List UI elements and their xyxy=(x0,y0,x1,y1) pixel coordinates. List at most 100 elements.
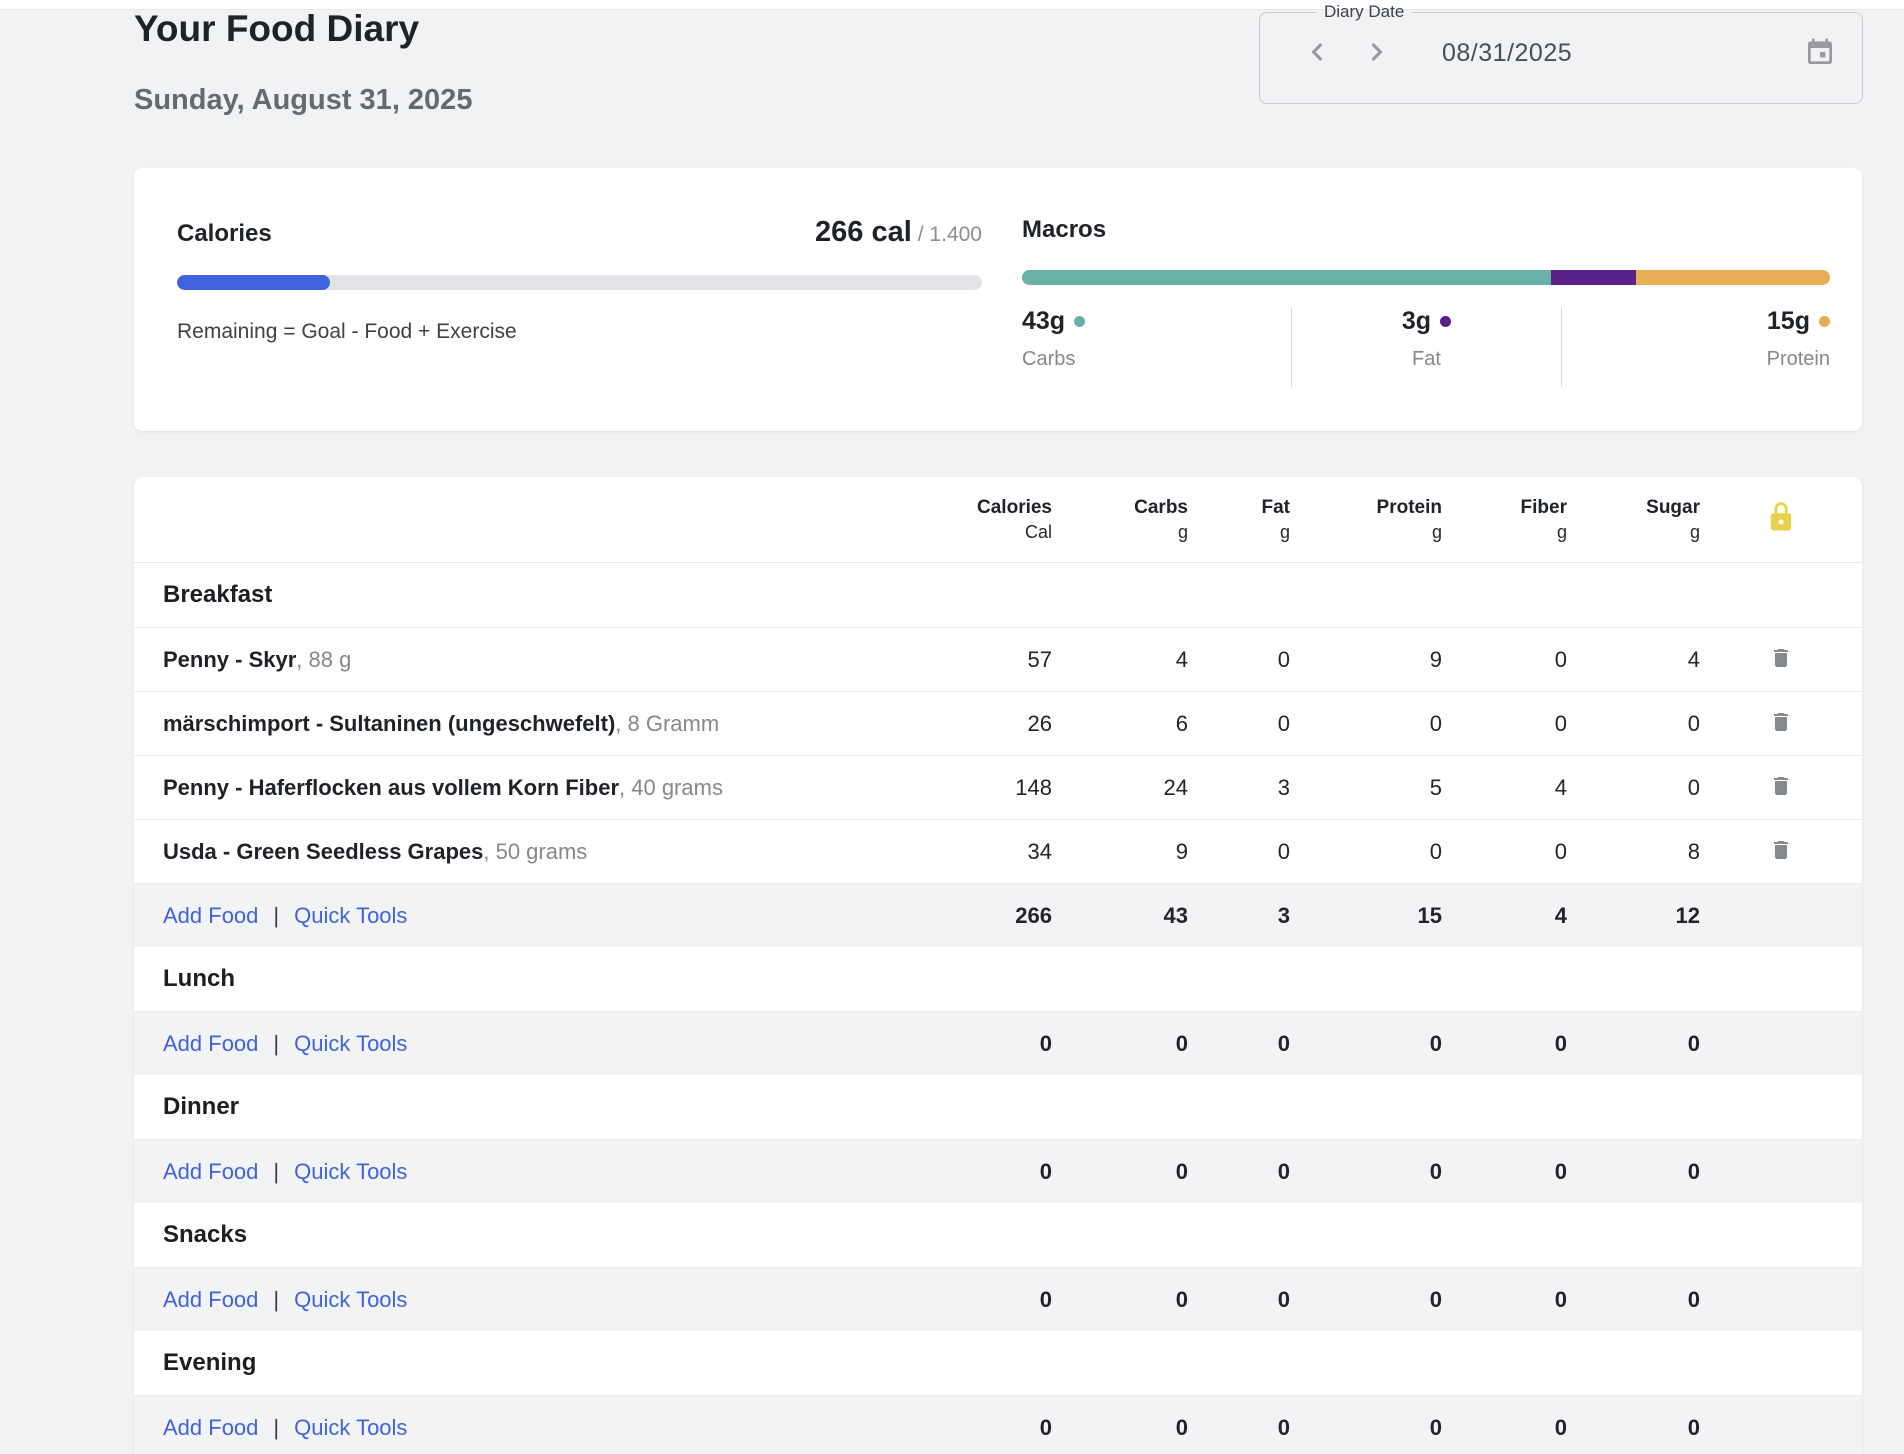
quick-tools-link[interactable]: Quick Tools xyxy=(294,902,408,928)
total-fat: 3 xyxy=(1277,902,1290,928)
cell-protein: 5 xyxy=(1429,774,1442,800)
open-calendar-button[interactable] xyxy=(1804,36,1836,71)
calendar-icon xyxy=(1804,38,1836,71)
quick-tools-link[interactable]: Quick Tools xyxy=(294,1286,408,1312)
cell-fat: 0 xyxy=(1277,838,1290,864)
total-calories: 0 xyxy=(1039,1158,1052,1184)
cell-protein: 0 xyxy=(1429,710,1442,736)
food-row-sultaninen[interactable]: märschimport - Sultaninen (ungeschwefelt… xyxy=(134,691,1862,755)
total-carbs: 43 xyxy=(1163,902,1188,928)
cell-protein: 9 xyxy=(1429,646,1442,672)
total-fiber: 0 xyxy=(1554,1030,1567,1056)
lock-icon xyxy=(1766,501,1796,538)
link-separator: | xyxy=(273,902,280,928)
cell-carbs: 24 xyxy=(1163,774,1188,800)
previous-day-button[interactable] xyxy=(1300,36,1334,70)
carbs-stat: 43g Carbs xyxy=(1022,307,1291,387)
snacks-totals-row: Add Food | Quick Tools 0 0 0 0 0 0 xyxy=(134,1267,1862,1331)
total-fiber: 0 xyxy=(1554,1414,1567,1440)
food-portion: , 50 grams xyxy=(483,838,588,864)
total-carbs: 0 xyxy=(1175,1286,1188,1312)
carbs-bar-segment xyxy=(1022,270,1552,285)
cell-fiber: 0 xyxy=(1554,646,1567,672)
total-protein: 0 xyxy=(1429,1286,1442,1312)
protein-value: 15g xyxy=(1766,307,1810,335)
add-food-link[interactable]: Add Food xyxy=(163,1414,259,1440)
total-carbs: 0 xyxy=(1175,1414,1188,1440)
column-header-protein: Protein g xyxy=(1376,496,1442,543)
cell-sugar: 8 xyxy=(1687,838,1700,864)
food-name[interactable]: Usda - Green Seedless Grapes xyxy=(163,838,484,864)
add-food-link[interactable]: Add Food xyxy=(163,902,259,928)
meal-section-breakfast: Breakfast xyxy=(163,581,273,608)
calories-consumed: 266 cal xyxy=(815,216,912,248)
total-protein: 0 xyxy=(1429,1030,1442,1056)
trash-icon xyxy=(1769,837,1793,866)
lock-columns-button[interactable] xyxy=(1700,501,1862,538)
food-portion: , 40 grams xyxy=(619,774,723,800)
next-day-button[interactable] xyxy=(1360,36,1394,70)
calories-note: Remaining = Goal - Food + Exercise xyxy=(177,320,517,343)
evening-totals-row: Add Food | Quick Tools 0 0 0 0 0 0 xyxy=(134,1395,1862,1454)
add-food-link[interactable]: Add Food xyxy=(163,1286,259,1312)
column-header-fiber: Fiber g xyxy=(1520,496,1567,543)
quick-tools-link[interactable]: Quick Tools xyxy=(294,1158,408,1184)
cell-fat: 0 xyxy=(1277,646,1290,672)
chevron-left-icon xyxy=(1303,38,1331,69)
macros-heading: Macros xyxy=(1022,216,1107,243)
total-protein: 0 xyxy=(1429,1414,1442,1440)
meal-section-snacks: Snacks xyxy=(163,1221,248,1248)
food-row-haferflocken[interactable]: Penny - Haferflocken aus vollem Korn Fib… xyxy=(134,755,1862,819)
food-row-skyr[interactable]: Penny - Skyr, 88 g 57 4 0 9 0 4 xyxy=(134,627,1862,691)
cell-sugar: 4 xyxy=(1687,646,1700,672)
add-food-link[interactable]: Add Food xyxy=(163,1158,259,1184)
link-separator: | xyxy=(273,1414,280,1440)
cell-fiber: 0 xyxy=(1554,838,1567,864)
diary-date-label: Diary Date xyxy=(1324,2,1405,21)
total-sugar: 0 xyxy=(1687,1414,1700,1440)
food-name[interactable]: Penny - Haferflocken aus vollem Korn Fib… xyxy=(163,774,620,800)
macros-bar xyxy=(1022,270,1830,285)
total-carbs: 0 xyxy=(1175,1158,1188,1184)
column-header-carbs: Carbs g xyxy=(1134,496,1188,543)
protein-label: Protein xyxy=(1766,348,1830,370)
total-sugar: 0 xyxy=(1687,1286,1700,1312)
cell-calories: 34 xyxy=(1027,838,1052,864)
delete-food-button[interactable] xyxy=(1700,709,1862,738)
add-food-link[interactable]: Add Food xyxy=(163,1030,259,1056)
column-header-fat: Fat g xyxy=(1261,496,1291,543)
fat-stat: 3g Fat xyxy=(1291,307,1560,387)
food-row-grapes[interactable]: Usda - Green Seedless Grapes, 50 grams 3… xyxy=(134,819,1862,883)
quick-tools-link[interactable]: Quick Tools xyxy=(294,1414,408,1440)
total-protein: 15 xyxy=(1417,902,1442,928)
breakfast-totals-row: Add Food | Quick Tools 266 43 3 15 4 12 xyxy=(134,883,1862,947)
delete-food-button[interactable] xyxy=(1700,837,1862,866)
food-name[interactable]: märschimport - Sultaninen (ungeschwefelt… xyxy=(163,710,616,736)
carbs-value: 43g xyxy=(1022,307,1066,335)
diary-date-value[interactable]: 08/31/2025 xyxy=(1442,38,1573,67)
delete-food-button[interactable] xyxy=(1700,645,1862,674)
food-portion: , 88 g xyxy=(296,646,352,672)
total-calories: 0 xyxy=(1039,1286,1052,1312)
total-sugar: 0 xyxy=(1687,1030,1700,1056)
total-fiber: 0 xyxy=(1554,1286,1567,1312)
calories-amount: 266 cal/ 1.400 xyxy=(815,216,982,249)
dinner-totals-row: Add Food | Quick Tools 0 0 0 0 0 0 xyxy=(134,1139,1862,1203)
food-name[interactable]: Penny - Skyr xyxy=(163,646,297,672)
calories-heading: Calories xyxy=(177,220,272,247)
daily-summary-card: Calories 266 cal/ 1.400 Remaining = Goal… xyxy=(134,168,1862,431)
cell-calories: 26 xyxy=(1027,710,1052,736)
cell-fat: 3 xyxy=(1277,774,1290,800)
delete-food-button[interactable] xyxy=(1700,773,1862,802)
meal-section-lunch: Lunch xyxy=(163,965,235,992)
total-fat: 0 xyxy=(1277,1414,1290,1440)
quick-tools-link[interactable]: Quick Tools xyxy=(294,1030,408,1056)
total-calories: 266 xyxy=(1015,902,1052,928)
cell-fiber: 0 xyxy=(1554,710,1567,736)
total-carbs: 0 xyxy=(1175,1030,1188,1056)
fat-value: 3g xyxy=(1401,307,1432,335)
calories-progress-fill xyxy=(177,275,330,290)
chevron-right-icon xyxy=(1363,38,1391,69)
trash-icon xyxy=(1769,773,1793,802)
total-sugar: 0 xyxy=(1687,1158,1700,1184)
